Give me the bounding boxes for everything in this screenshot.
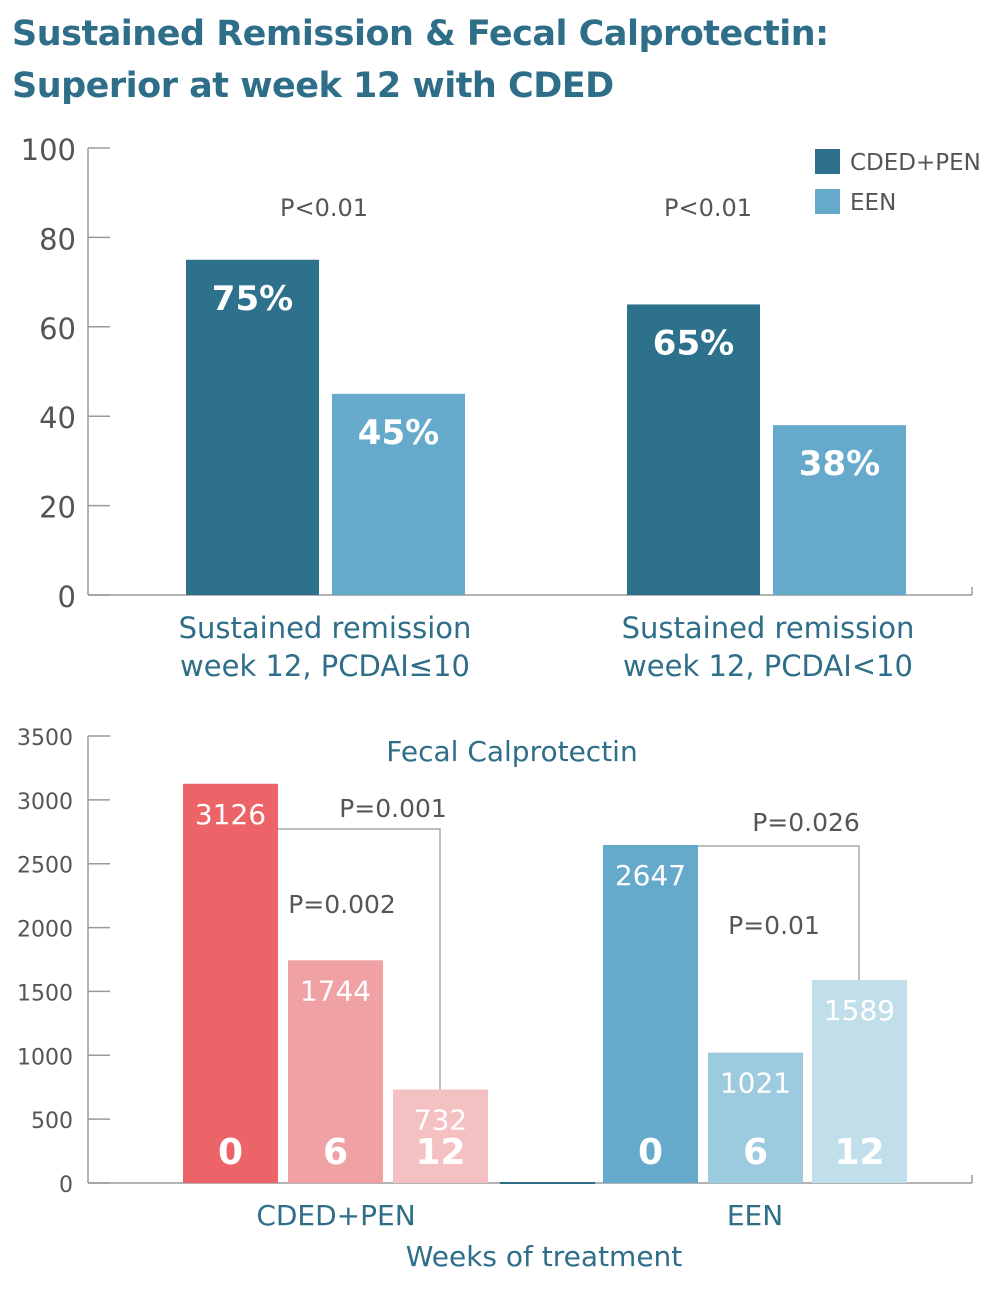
y-tick-label: 2500 [17,854,73,879]
bar-value-label: 1744 [300,974,371,1007]
bar-value-label: 1021 [720,1067,791,1100]
y-tick-label: 80 [39,222,76,256]
p-value-annotation: P<0.01 [664,194,752,222]
bar [332,393,465,595]
y-tick-label: 40 [39,401,76,435]
legend-label: EEN [850,190,896,216]
y-tick-label: 60 [39,312,76,346]
bar [288,960,383,1183]
y-tick-label: 2000 [17,918,73,943]
bar [183,783,278,1183]
group-label: EEN [727,1199,783,1232]
group-label: CDED+PEN [256,1199,415,1232]
x-category-label: week 12, PCDAI<10 [623,649,913,683]
bar [708,1052,803,1183]
bar [812,980,907,1183]
week-label: 0 [638,1132,663,1173]
bar-data-label: 65% [653,323,734,363]
x-category-label: Sustained remission [179,611,472,645]
p-value-annotation: P=0.001 [339,794,447,823]
bar-data-label: 38% [799,444,880,484]
legend-swatch [815,149,840,174]
week-label: 6 [743,1132,768,1173]
legend-label: CDED+PEN [850,150,981,176]
week-label: 12 [834,1132,884,1173]
bar [186,259,319,595]
bar-data-label: 75% [212,279,293,319]
remission-chart: 0 20 40 60 80 100 75% 65% 45% 38% P<0.01 P<0.01 Sust… [21,133,981,683]
y-tick-label: 0 [59,1173,73,1198]
page-title: Sustained Remission & Fecal Calprotectin… [12,8,972,112]
legend-swatch [815,189,840,214]
y-tick-label: 1000 [17,1045,73,1070]
week-label: 6 [323,1132,348,1173]
significance-bracket [698,845,860,981]
significance-bracket [278,828,441,1090]
bar-value-label: 3126 [195,798,266,831]
week-label: 0 [218,1132,243,1173]
p-value-annotation: P=0.01 [728,911,820,940]
bar [627,304,760,595]
y-tick-label: 20 [39,491,76,525]
bar-data-label: 45% [358,413,439,453]
p-value-annotation: P=0.002 [288,890,396,919]
y-tick-label: 3500 [17,726,73,751]
bar [603,844,698,1183]
y-tick-label: 1500 [17,981,73,1006]
y-tick-label: 3000 [17,790,73,815]
week-label: 12 [415,1132,465,1173]
title-line-2: Superior at week 12 with CDED [12,66,614,106]
p-value-annotation: P=0.026 [752,808,860,837]
bar [393,1089,488,1183]
p-value-annotation: P<0.01 [280,194,368,222]
y-tick-label: 500 [31,1109,73,1134]
x-category-label: week 12, PCDAI≤10 [180,649,470,683]
bar-value-label: 732 [414,1104,467,1137]
chart-title: Fecal Calprotectin [386,735,637,768]
y-tick-label: 100 [21,133,76,167]
x-category-label: Sustained remission [622,611,915,645]
x-axis-label: Weeks of treatment [406,1240,683,1273]
title-line-1: Sustained Remission & Fecal Calprotectin… [12,14,829,54]
y-tick-label: 0 [58,580,76,614]
bar-value-label: 2647 [615,859,686,892]
bar-value-label: 1589 [824,994,895,1027]
bar [773,425,906,595]
